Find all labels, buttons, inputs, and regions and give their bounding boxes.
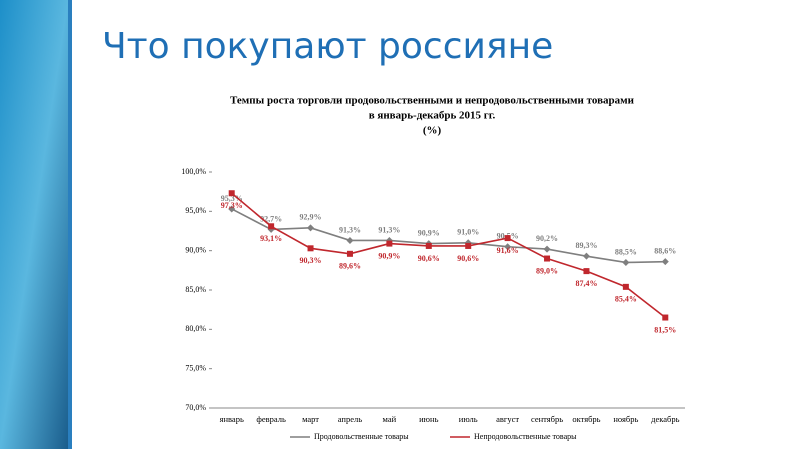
marker (504, 243, 512, 251)
value-label: 88,5% (615, 247, 637, 256)
value-label: 95,3% (221, 194, 243, 203)
value-label: 91,3% (378, 225, 400, 234)
marker (583, 268, 590, 275)
y-tick-label: 95,0% (185, 206, 206, 215)
x-tick-label: ноябрь (613, 414, 638, 424)
value-label: 91,6% (497, 246, 519, 255)
marker (622, 258, 630, 266)
value-label: 92,9% (300, 213, 322, 222)
value-label: 93,1% (260, 234, 282, 243)
marker (582, 252, 590, 260)
marker (228, 205, 236, 213)
marker (307, 224, 315, 232)
value-label: 91,3% (339, 225, 361, 234)
chart-title: Темпы роста торговли продовольственными … (230, 95, 635, 107)
x-tick-label: июль (459, 414, 478, 424)
value-label: 90,2% (536, 234, 558, 243)
marker (465, 242, 472, 249)
marker (662, 314, 669, 321)
value-label: 90,6% (457, 254, 479, 263)
value-label: 90,6% (418, 254, 440, 263)
value-label: 92,7% (260, 214, 282, 223)
marker (661, 258, 669, 266)
x-tick-label: февраль (256, 414, 286, 424)
value-label: 90,3% (300, 256, 322, 265)
side-stripe (68, 0, 72, 449)
value-label: 90,9% (378, 251, 400, 260)
chart-subtitle: в январь-декабрь 2015 гг. (369, 110, 496, 122)
marker (386, 240, 393, 247)
value-label: 91,0% (457, 228, 479, 237)
x-tick-label: март (302, 414, 319, 424)
series-line (231, 192, 666, 319)
x-tick-label: январь (220, 414, 244, 424)
marker (543, 245, 551, 253)
x-tick-label: апрель (338, 414, 362, 424)
marker (425, 242, 432, 249)
marker (228, 190, 235, 197)
slide-title: Что покупают россияне (102, 26, 553, 67)
marker (622, 283, 629, 290)
y-tick-label: 80,0% (185, 324, 206, 333)
legend-label: Непродовольственные товары (474, 432, 577, 441)
value-label: 89,6% (339, 262, 361, 271)
marker (307, 245, 314, 252)
y-tick-label: 90,0% (185, 245, 206, 254)
x-tick-label: август (496, 414, 519, 424)
value-label: 81,5% (654, 325, 676, 334)
series-line (231, 208, 666, 264)
value-label: 85,4% (615, 295, 637, 304)
x-tick-label: декабрь (651, 414, 679, 424)
value-label: 88,6% (654, 247, 676, 256)
value-label: 90,9% (418, 228, 440, 237)
value-label: 87,4% (575, 279, 597, 288)
x-tick-label: сентябрь (531, 414, 563, 424)
y-tick-label: 75,0% (185, 363, 206, 372)
y-tick-label: 100,0% (181, 167, 206, 176)
marker (346, 250, 353, 257)
side-decoration (0, 0, 68, 449)
value-label: 89,0% (536, 266, 558, 275)
x-tick-label: июнь (419, 414, 438, 424)
marker (544, 255, 551, 262)
legend-label: Продовольственные товары (314, 432, 409, 441)
value-label: 89,3% (575, 241, 597, 250)
x-tick-label: май (383, 414, 397, 424)
y-tick-label: 70,0% (185, 403, 206, 412)
unit-label: (%) (423, 125, 442, 137)
value-label: 97,3% (221, 201, 243, 210)
y-tick-label: 85,0% (185, 285, 206, 294)
marker (346, 236, 354, 244)
x-tick-label: октябрь (572, 414, 600, 424)
marker (268, 223, 275, 230)
marker (504, 235, 511, 242)
